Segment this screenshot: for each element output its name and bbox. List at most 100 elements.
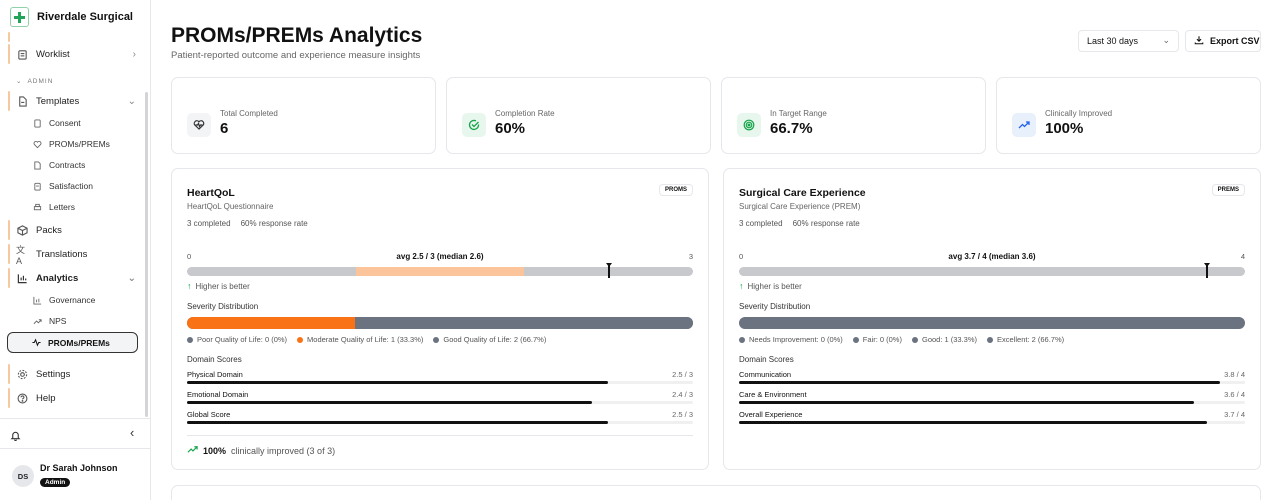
- nav-rail: [8, 244, 10, 264]
- domain-row: Global Score 2.5 / 3: [187, 410, 693, 430]
- chevron-down-icon: ⌄: [1162, 35, 1170, 45]
- score-range-labels: 0 avg 2.5 / 3 (median 2.6) 3: [187, 252, 693, 261]
- sidebar-item-worklist[interactable]: Worklist ›: [10, 44, 136, 64]
- collapse-sidebar-icon[interactable]: ‹: [130, 425, 135, 440]
- sidebar-subitem-consent[interactable]: Consent: [32, 114, 81, 132]
- date-range-select[interactable]: Last 30 days ⌄: [1078, 30, 1179, 52]
- sidebar-item-settings[interactable]: Settings: [10, 364, 136, 384]
- stat-card-completion-rate: Completion Rate 60%: [446, 77, 711, 154]
- heart-pulse-icon: [32, 139, 42, 149]
- stat-card-in-target-range: In Target Range 66.7%: [721, 77, 986, 154]
- sidebar-item-label: Worklist: [36, 48, 70, 60]
- domain-row: Physical Domain 2.5 / 3: [187, 370, 693, 390]
- higher-is-better: ↑ Higher is better: [187, 281, 250, 291]
- domain-row: Emotional Domain 2.4 / 3: [187, 390, 693, 410]
- legend-dot: [187, 336, 193, 343]
- sidebar-item-help[interactable]: Help: [10, 388, 136, 408]
- domain-row: Communication 3.8 / 4: [739, 370, 1245, 390]
- download-icon: [1194, 35, 1204, 47]
- card-title: HeartQoL: [187, 187, 235, 199]
- chevron-down-icon: ⌄: [127, 272, 136, 284]
- domain-bar-fill: [739, 401, 1195, 404]
- bell-icon[interactable]: [10, 428, 21, 446]
- user-name: Dr Sarah Johnson: [40, 463, 118, 473]
- legend-item: Fair: 0 (0%): [852, 335, 902, 344]
- brand-title: Riverdale Surgical: [37, 11, 133, 23]
- severity-segment: [187, 317, 356, 329]
- sidebar-subitem-contracts[interactable]: Contracts: [32, 156, 85, 174]
- legend-dot: [911, 336, 918, 343]
- sidebar-scrollbar[interactable]: [145, 92, 148, 417]
- card-subtitle: HeartQoL Questionnaire: [187, 202, 274, 211]
- domain-scores-label: Domain Scores: [739, 355, 794, 364]
- target-icon: [737, 113, 761, 137]
- median-marker: [607, 265, 610, 278]
- printer-icon: [32, 202, 42, 212]
- nav-rail: [8, 44, 10, 64]
- page-title: PROMs/PREMs Analytics: [171, 24, 423, 47]
- export-csv-button[interactable]: Export CSV: [1185, 30, 1261, 52]
- chevron-right-icon: ›: [132, 48, 136, 60]
- trending-up-icon: [1012, 113, 1036, 137]
- divider: [187, 435, 693, 436]
- severity-label: Severity Distribution: [187, 302, 259, 311]
- score-range-bar: [739, 263, 1245, 278]
- legend-item: Excellent: 2 (66.7%): [987, 335, 1064, 344]
- user-profile[interactable]: DS Dr Sarah Johnson Admin: [0, 448, 150, 500]
- sidebar-item-label: Help: [36, 392, 56, 404]
- domain-row: Overall Experience 3.7 / 4: [739, 410, 1245, 430]
- legend-dot: [852, 336, 859, 343]
- nav-rail: [8, 220, 10, 240]
- translate-icon: 文A: [16, 244, 26, 266]
- sidebar-item-label: Translations: [36, 248, 88, 260]
- user-role-badge: Admin: [40, 478, 71, 487]
- sidebar-subitem-governance[interactable]: Governance: [32, 291, 95, 309]
- clinically-improved-summary: 100% clinically improved (3 of 3): [187, 444, 335, 457]
- nav-rail: [8, 91, 10, 111]
- severity-bar: [739, 317, 1245, 329]
- section-admin[interactable]: ⌄ ADMIN: [16, 77, 54, 86]
- sidebar-subitem-letters[interactable]: Letters: [32, 198, 75, 216]
- sidebar-subitem-nps[interactable]: NPS: [32, 312, 66, 330]
- legend-item: Poor Quality of Life: 0 (0%): [187, 335, 287, 344]
- legend-item: Good Quality of Life: 2 (66.7%): [433, 335, 546, 344]
- avatar: DS: [12, 465, 34, 487]
- trending-up-icon: [187, 444, 198, 457]
- measure-card-heartqol: HeartQoL HeartQoL Questionnaire PROMS 3 …: [171, 168, 709, 470]
- sidebar-subitem-satisfaction[interactable]: Satisfaction: [32, 177, 93, 195]
- document-icon: [32, 118, 42, 128]
- sidebar-nav: Worklist › ⌄ ADMIN Templates ⌄ Consent P…: [0, 32, 150, 417]
- nav-rail: [8, 32, 10, 42]
- brand[interactable]: Riverdale Surgical: [10, 6, 133, 28]
- higher-is-better: ↑ Higher is better: [739, 281, 802, 291]
- arrow-up-icon: ↑: [187, 281, 192, 291]
- legend-dot: [433, 336, 440, 343]
- sidebar-item-label: Templates: [36, 95, 80, 107]
- sidebar-subitem-proms[interactable]: PROMs/PREMs: [32, 135, 110, 153]
- nav-rail: [8, 388, 10, 408]
- help-icon: [16, 392, 28, 404]
- sidebar-item-label: Settings: [36, 368, 71, 380]
- contract-icon: [32, 160, 42, 170]
- sidebar-subitem-proms-prems-analytics[interactable]: PROMs/PREMs: [7, 332, 138, 353]
- legend-item: Needs Improvement: 0 (0%): [739, 335, 843, 344]
- median-marker-arrow: [605, 263, 612, 267]
- bar-chart-icon: [16, 272, 28, 284]
- sidebar-item-label: Packs: [36, 224, 62, 236]
- legend-item: Good: 1 (33.3%): [911, 335, 977, 344]
- trending-up-icon: [32, 316, 42, 326]
- sidebar-footer: ‹: [0, 418, 150, 448]
- sidebar-item-templates[interactable]: Templates ⌄: [10, 91, 136, 111]
- sidebar-item-packs[interactable]: Packs: [10, 220, 136, 240]
- domain-bar-fill: [187, 381, 609, 384]
- sidebar: Riverdale Surgical Worklist › ⌄ ADMIN Te…: [0, 0, 151, 500]
- clipboard-icon: [32, 181, 42, 191]
- package-icon: [16, 224, 28, 236]
- main-content: PROMs/PREMs Analytics Patient-reported o…: [151, 0, 1280, 500]
- sidebar-item-translations[interactable]: 文A Translations: [10, 244, 136, 266]
- sidebar-item-analytics[interactable]: Analytics ⌄: [10, 268, 136, 288]
- activity-icon: [32, 338, 41, 349]
- legend-dot: [739, 336, 745, 343]
- next-card: [171, 485, 1261, 500]
- stat-card-clinically-improved: Clinically Improved 100%: [996, 77, 1261, 154]
